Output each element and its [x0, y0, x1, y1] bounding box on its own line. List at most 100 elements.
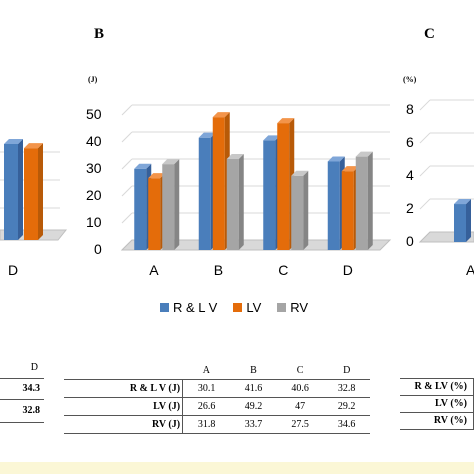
bar-c-A-0-side [466, 199, 471, 242]
bar-charts [0, 99, 474, 251]
legend-label-r-lv: R & L V [173, 300, 218, 315]
bar-a-D-1-side [38, 143, 43, 240]
bar-b-A-0 [134, 168, 147, 250]
bar-b-B-0-top [198, 132, 216, 138]
panel-b-y-tick-label: 40 [86, 133, 102, 149]
table-cell: 29.2 [323, 397, 370, 416]
table-b: A B C D R & L V (J) 30.1 41.6 40.6 32.8 … [64, 362, 370, 434]
table-a-row-2: 32.8 [0, 400, 44, 423]
bar-b-A-2-side [174, 159, 180, 250]
panel-b-y-tick-label: 0 [94, 241, 102, 257]
table-a-row-1: 34.3 [0, 379, 44, 400]
panel-b-y-tick-label: 50 [86, 106, 102, 122]
table-cell: 33.7 [230, 415, 277, 434]
bar-a-D-1 [24, 148, 38, 240]
bar-a-D-0-top [4, 138, 23, 144]
bar-b-D-0-top [327, 156, 345, 162]
bar-c-A-0 [454, 204, 466, 242]
bar-b-B-1 [212, 117, 225, 250]
panel-b-letter: B [94, 26, 105, 42]
panel-b-gridline-side [121, 131, 133, 143]
table-b-header-b: B [230, 362, 277, 380]
legend-item-rv: RV [277, 300, 308, 315]
bar-b-A-1 [148, 178, 161, 250]
legend-label-lv: LV [246, 300, 262, 315]
table-row: RV (J) 31.8 33.7 27.5 34.6 [64, 415, 370, 434]
legend-label-rv: RV [290, 300, 309, 315]
bar-a-D-0-side [18, 138, 23, 240]
table-cell: 27.5 [276, 415, 324, 434]
bar-b-D-1-top [341, 166, 359, 172]
legend-swatch-r-lv [160, 303, 169, 312]
bar-b-C-2-top [291, 170, 309, 176]
panel-b-gridline-side [121, 212, 133, 224]
table-b-header-a: A [182, 362, 231, 380]
panel-a-category-d: D [8, 262, 19, 278]
table-cell: 30.1 [182, 379, 231, 398]
bar-b-A-2-top [162, 159, 180, 165]
table-b-row-label: RV (J) [64, 415, 184, 434]
bar-b-A-0-top [134, 163, 152, 169]
legend-swatch-rv [277, 303, 287, 312]
panel-b-y-tick-label: 30 [86, 160, 102, 176]
panel-c-y-tick-label: 4 [406, 167, 414, 183]
bar-a-D-0 [4, 143, 18, 240]
bar-b-B-2 [226, 159, 239, 250]
table-cell: 31.8 [182, 415, 231, 434]
bar-b-A-1-top [148, 173, 166, 179]
table-cell: 32.8 [323, 379, 370, 398]
legend-item-lv: LV [233, 300, 261, 315]
table-c-row-2: LV (%) [400, 396, 474, 413]
panel-b-gridline-side [121, 104, 133, 116]
panel-b-gridline-side [121, 158, 133, 170]
panel-b-category-label: C [278, 262, 289, 278]
panel-c-letter: C [424, 26, 435, 42]
bar-b-B-1-top [212, 112, 230, 118]
panel-b-unit: (J) [88, 75, 98, 84]
bar-b-C-2-side [303, 170, 309, 250]
bar-b-C-0-top [263, 135, 281, 141]
bar-b-C-1-top [277, 118, 295, 124]
table-cell: 40.6 [276, 379, 324, 398]
panel-c-gridline-side [419, 132, 431, 144]
panel-c-y-tick-label: 0 [406, 233, 414, 249]
legend-swatch-lv [233, 303, 243, 312]
table-b-header-d: D [323, 362, 370, 380]
panel-b-category-label: A [149, 262, 159, 278]
table-b-row-label: R & L V (J) [64, 379, 184, 398]
table-cell: 47 [276, 397, 324, 416]
panel-c-gridline-side [419, 99, 431, 111]
table-c-row-1: R & LV (%) [400, 379, 474, 396]
panel-c-unit: (%) [403, 75, 417, 84]
bar-b-D-2-side [367, 151, 373, 250]
panel-b-gridline-side [121, 185, 133, 197]
bar-b-B-0 [198, 137, 211, 250]
bar-b-D-1 [341, 171, 354, 250]
legend-item-r-lv: R & L V [160, 300, 217, 315]
panel-b-category-label: B [213, 262, 224, 278]
bar-a-D-1-top [24, 143, 43, 149]
table-row: LV (J) 26.6 49.2 47 29.2 [64, 397, 370, 416]
panel-c-gridline-side [419, 198, 431, 210]
bottom-highlight-strip [0, 462, 474, 474]
bar-b-C-2 [291, 175, 304, 250]
bar-b-D-2-top [355, 151, 373, 157]
panel-c-y-tick-label: 2 [406, 200, 414, 216]
bar-b-B-2-top [226, 154, 244, 160]
legend: R & L V LV RV [160, 300, 308, 315]
table-row: R & L V (J) 30.1 41.6 40.6 32.8 [64, 379, 370, 398]
table-b-row-label: LV (J) [64, 397, 184, 416]
table-b-header-row: A B C D [64, 362, 370, 380]
table-a-partial: D 34.3 32.8 [0, 362, 44, 423]
bar-b-C-1 [277, 123, 290, 250]
panel-c-gridline-side [419, 165, 431, 177]
bar-b-C-0 [263, 140, 276, 250]
table-cell: 34.6 [323, 415, 370, 434]
table-a-header: D [0, 362, 44, 379]
bar-c-A-0-top [454, 199, 471, 205]
table-b-corner [64, 362, 183, 380]
table-c-partial: R & LV (%) LV (%) RV (%) [400, 362, 474, 430]
table-b-header-c: C [276, 362, 324, 380]
panel-b-category-label: D [342, 262, 353, 278]
panel-b-y-tick-label: 10 [86, 214, 102, 230]
